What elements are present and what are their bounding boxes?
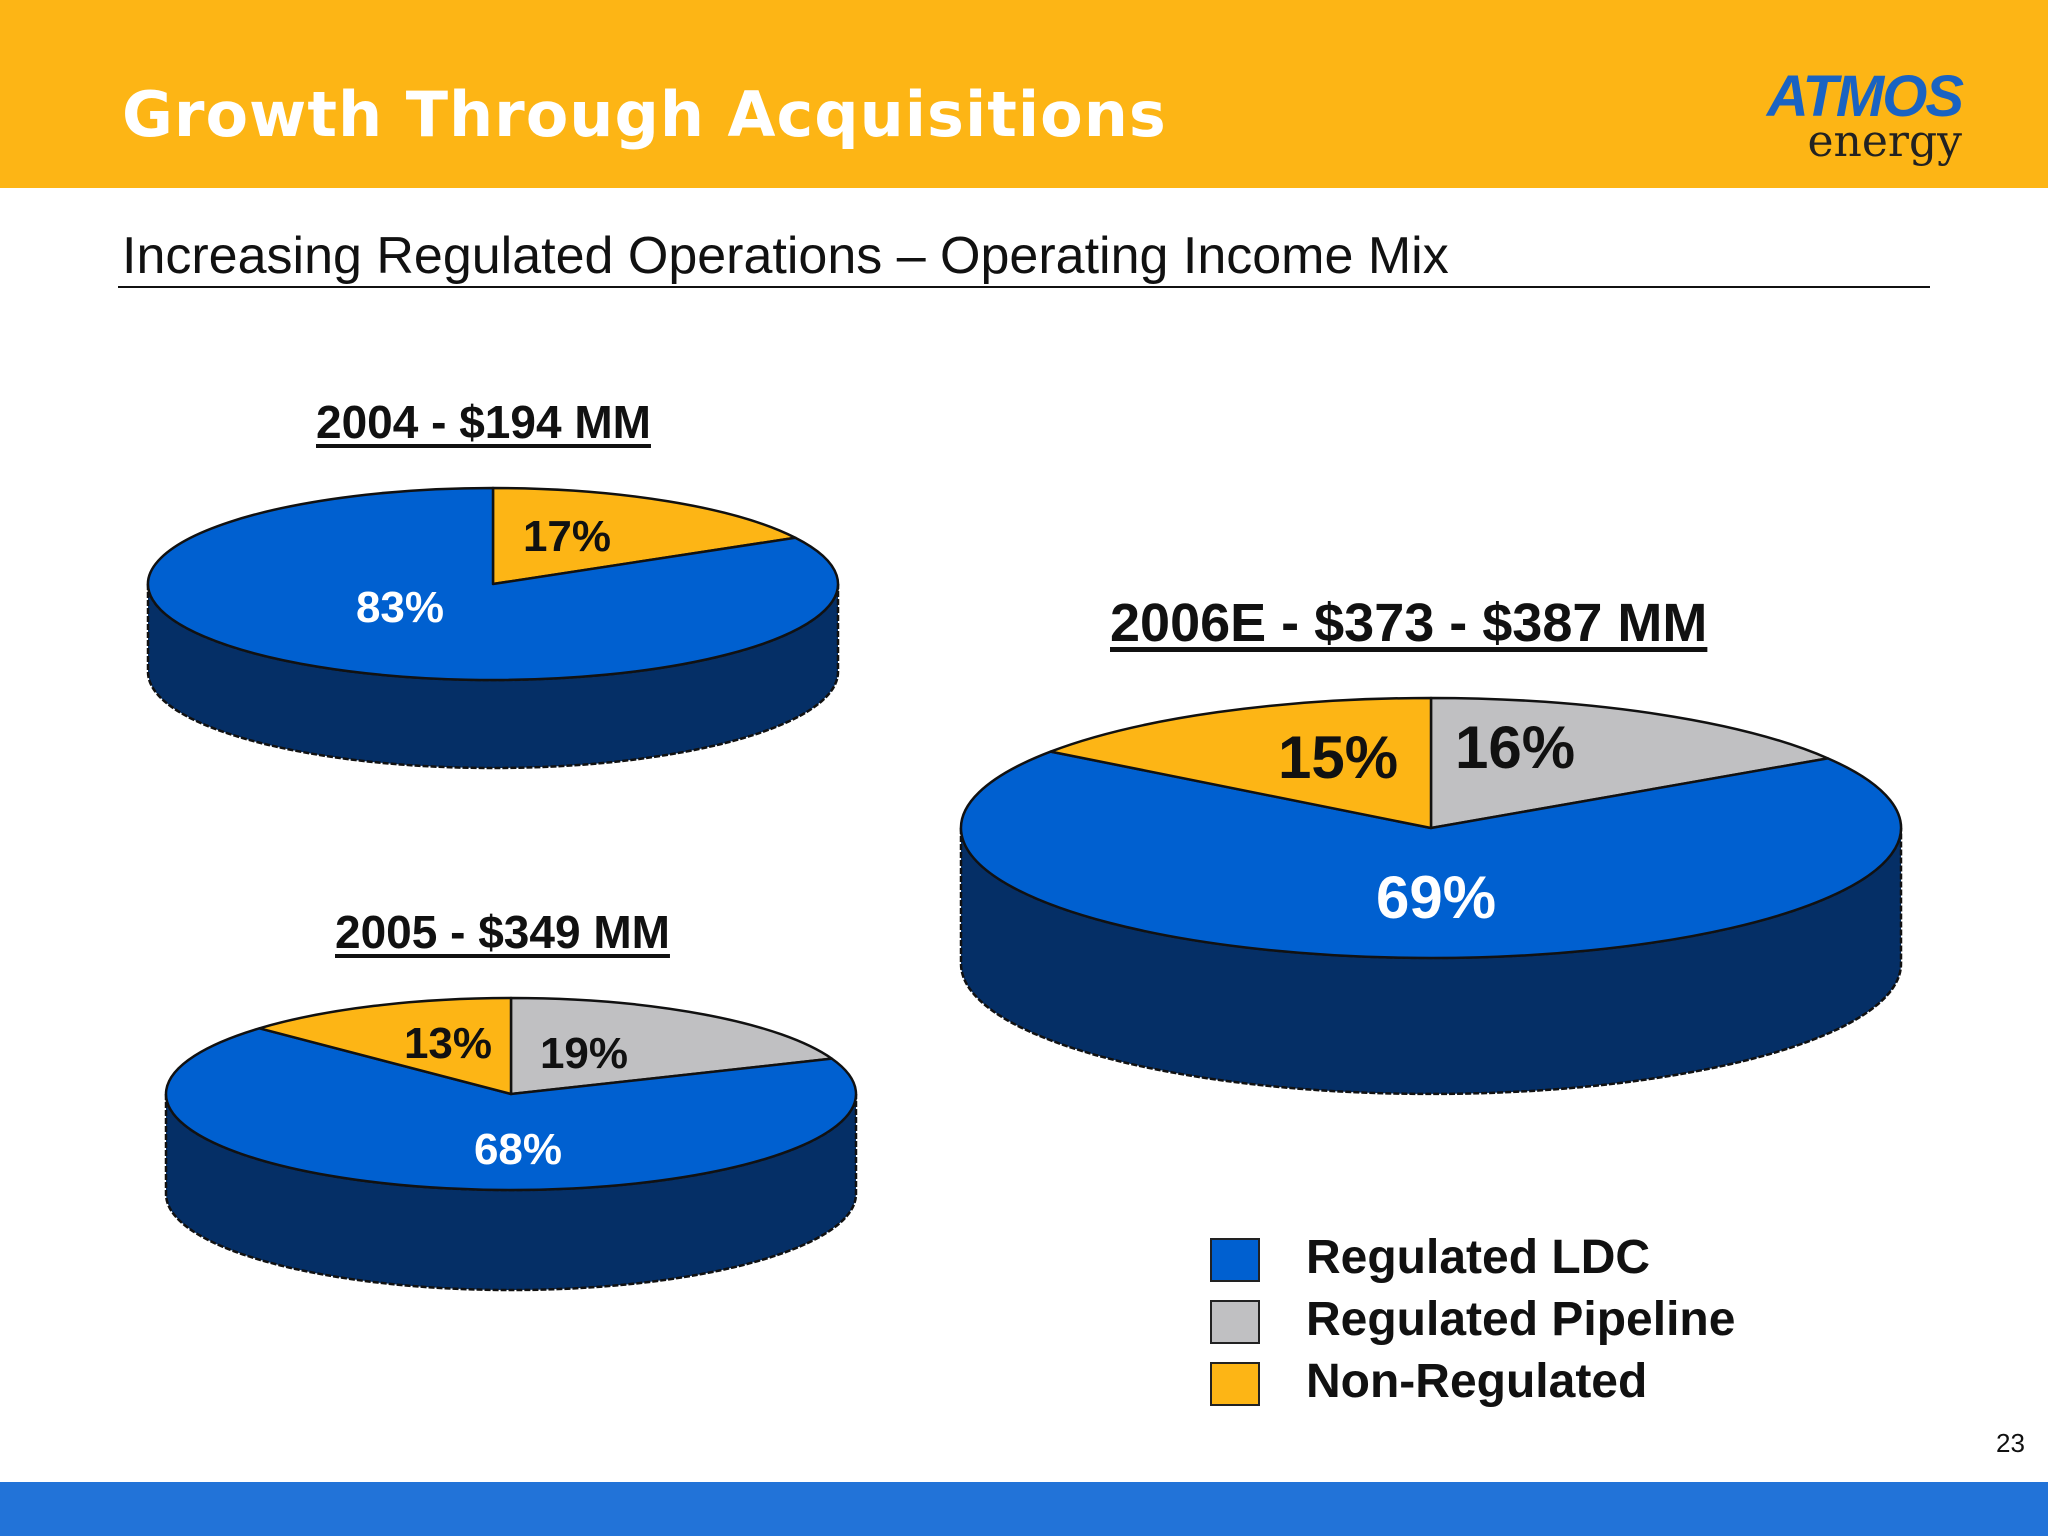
page-number: 23 — [1996, 1428, 2025, 1458]
pie-2005-label-non-regulated: 13% — [404, 1019, 492, 1068]
pie-2005-slice-non-regulated — [258, 996, 513, 1096]
pie-2005-label-regulated-ldc: 68% — [474, 1125, 562, 1174]
pie-2006-slice-regulated-pipeline — [1429, 696, 1830, 830]
chart-title-2004: 2004 - $194 MM — [316, 396, 651, 448]
slide-subtitle: Increasing Regulated Operations – Operat… — [122, 227, 1449, 285]
pie-2006-slice-regulated-ldc — [959, 750, 1903, 960]
header-bar — [0, 0, 2048, 188]
legend-swatch-regulated-pipeline — [1210, 1300, 1260, 1344]
atmos-energy-logo: ATMOS energy — [1738, 60, 1970, 170]
chart-title-2005: 2005 - $349 MM — [335, 906, 670, 958]
legend-label-non-regulated: Non-Regulated — [1306, 1355, 1648, 1408]
legend-label-regulated-pipeline: Regulated Pipeline — [1306, 1293, 1736, 1346]
footer-bar — [0, 1482, 2048, 1536]
pie-2004-label-regulated-ldc: 83% — [356, 583, 444, 632]
slide-title: Growth Through Acquisitions — [122, 78, 1167, 151]
legend-swatch-regulated-ldc — [1210, 1238, 1260, 1282]
pie-2004-slice-regulated-ldc — [146, 486, 840, 682]
subtitle-divider — [118, 286, 1930, 288]
pie-2006-slice-non-regulated — [1049, 696, 1433, 830]
pie-2005-label-regulated-pipeline: 19% — [540, 1029, 628, 1078]
pie-2004-slice-non-regulated — [491, 486, 797, 586]
pie-2006-label-regulated-pipeline: 16% — [1455, 714, 1575, 781]
chart-title-2006: 2006E - $373 - $387 MM — [1110, 593, 1708, 653]
pie-2006-label-non-regulated: 15% — [1278, 724, 1398, 791]
legend-label-regulated-ldc: Regulated LDC — [1306, 1231, 1651, 1284]
pie-2004-label-non-regulated: 17% — [523, 512, 611, 561]
pie-2005-slice-regulated-ldc — [164, 1027, 858, 1192]
logo-wordmark: ATMOS — [1766, 64, 1964, 129]
logo-subtext: energy — [1807, 116, 1962, 167]
pie-2006-label-regulated-ldc: 69% — [1376, 864, 1496, 931]
legend-swatch-non-regulated — [1210, 1362, 1260, 1406]
pie-2005-slice-regulated-pipeline — [509, 996, 834, 1096]
